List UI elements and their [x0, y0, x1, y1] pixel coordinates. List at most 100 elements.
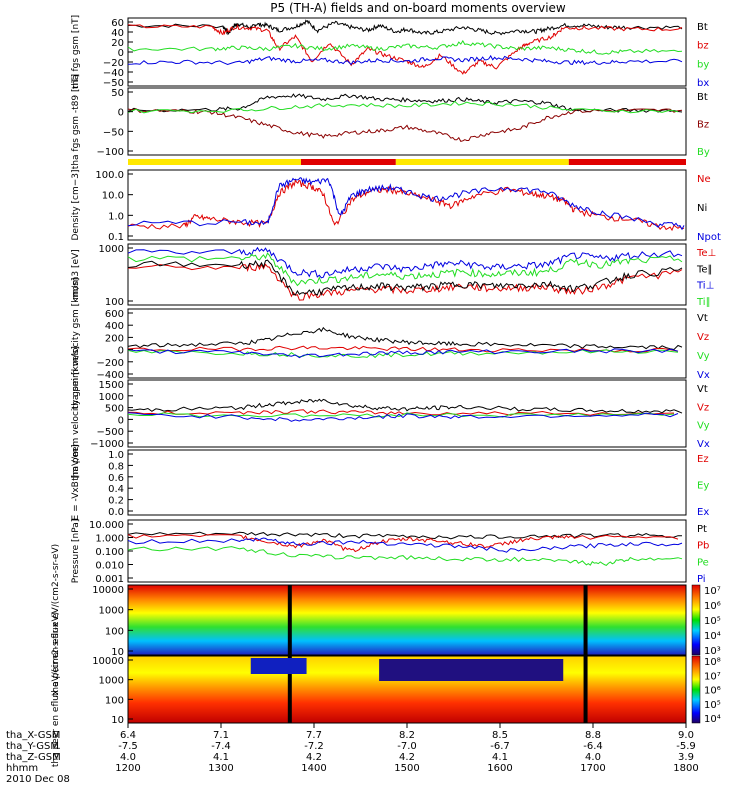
footer-y-value: -5.9	[676, 741, 696, 752]
footer-hhmm-value: 1200	[115, 763, 140, 774]
footer-y-value: -6.7	[490, 741, 510, 752]
panel-1: 50 0 −50 −100 tha fgs gsm -t89 [nT] Bt Bz By	[71, 74, 710, 169]
series-line-by	[127, 39, 683, 55]
y-tick-label: 0.6	[108, 473, 124, 484]
legend-entry: By	[697, 147, 710, 158]
y-tick-label: 1.000	[95, 534, 124, 545]
y-tick-label: 1000	[99, 606, 124, 617]
y-tick-label: 0.0	[108, 507, 124, 518]
footer-x-value: 8.5	[492, 730, 508, 741]
footer-hhmm-value: 1600	[487, 763, 512, 774]
footer-x-value: 7.7	[306, 730, 322, 741]
footer-z-value: 4.0	[120, 752, 136, 763]
series-line-vx	[127, 412, 679, 422]
strip-segment	[568, 159, 686, 165]
legend-entry: Ti⊥	[696, 281, 714, 292]
series-line-pb	[127, 534, 679, 553]
panel-2	[128, 159, 686, 165]
y-axis-label: mom3 [eV]	[71, 249, 81, 299]
legend-entry: Vx	[697, 370, 710, 381]
panel-frame	[127, 17, 687, 87]
legend-entry: Pe	[697, 557, 709, 568]
y-tick-label: 0.4	[108, 484, 124, 495]
footer-z-value: 4.2	[306, 752, 322, 763]
legend-entry: Ti∥	[696, 297, 711, 308]
footer-x-value: 8.8	[585, 730, 601, 741]
series-line-vx	[127, 348, 679, 359]
y-tick-label: 0	[118, 108, 124, 119]
series-line-bx	[127, 54, 683, 66]
y-tick-label: 100	[105, 297, 124, 308]
series-line-pt	[127, 531, 682, 540]
series-line-te	[127, 262, 683, 301]
legend-entry: Te∥	[696, 264, 713, 275]
y-tick-label: 1000	[99, 244, 124, 255]
y-tick-label: 10.000	[89, 520, 124, 531]
spectrogram-ion	[128, 585, 686, 655]
y-axis-label: tha peem velocity gsm [km/s]	[71, 346, 81, 481]
colorbar-tick-label: 10⁴	[704, 631, 721, 642]
legend-entry: Pt	[697, 524, 707, 535]
y-tick-label: 1.0	[108, 211, 124, 222]
y-tick-label: 0	[118, 415, 124, 426]
footer-z-value: 4.0	[585, 752, 601, 763]
series-line-vt	[127, 326, 683, 351]
legend-entry: Bz	[697, 120, 709, 131]
series-line-te	[127, 259, 683, 296]
legend-entry: Vy	[697, 351, 710, 362]
y-tick-label: −400	[97, 370, 124, 381]
legend-entry: Vt	[697, 313, 708, 324]
legend-entry: Bt	[697, 22, 708, 33]
colorbar-tick-label: 10⁷	[704, 671, 721, 682]
legend-entry: Ne	[697, 174, 711, 185]
legend-entry: Pi	[697, 574, 706, 585]
series-line-bz	[127, 23, 683, 75]
panel-frame	[127, 308, 687, 379]
legend-entry: Npot	[697, 232, 721, 243]
legend-entry: Vz	[697, 332, 709, 343]
y-axis-label: Density [cm−3]	[71, 169, 81, 240]
footer-row-label: 2010 Dec 08	[6, 774, 70, 785]
y-tick-label: 1500	[99, 380, 124, 391]
panel-frame	[127, 449, 687, 516]
legend-entry: bz	[697, 41, 709, 52]
colorbar-tick-label: 10⁶	[704, 686, 721, 697]
panel-8: 10.000 1.000 0.100 0.010 0.001 Pressure [nPa]…	[71, 519, 709, 585]
y-tick-label: −1000	[90, 439, 124, 450]
legend-entry: bx	[697, 78, 709, 89]
y-tick-label: 100	[105, 626, 124, 637]
y-tick-label: 400	[105, 321, 124, 332]
legend-entry: Vy	[697, 421, 710, 432]
y-tick-label: −50	[103, 78, 124, 89]
panel-10: 10⁸ 10⁷ 10⁶ 10⁵ 10⁴ 10000 1000 100 10 tha peer en…	[51, 612, 721, 767]
y-tick-label: 0.8	[108, 461, 124, 472]
y-tick-label: 1000	[99, 392, 124, 403]
y-tick-label: 0	[118, 346, 124, 357]
y-tick-label: 100	[105, 695, 124, 706]
y-axis-label: tha peim velocity gsm [km/s]	[71, 278, 81, 410]
y-axis-label: tha fgs gsm -t89 [nT]	[71, 74, 81, 169]
y-tick-label: 1.0	[108, 450, 124, 461]
footer-hhmm-value: 1400	[301, 763, 326, 774]
y-tick-label: 500	[105, 404, 124, 415]
footer-row-label: tha_Y-GSM	[6, 741, 59, 752]
footer-x-value: 6.4	[120, 730, 136, 741]
footer-row-label: tha_Z-GSM	[6, 752, 61, 763]
colorbar-tick-label: 10⁵	[704, 616, 721, 627]
panel-frame	[127, 87, 687, 156]
series-line-pi	[127, 537, 683, 553]
footer-z-value: 4.1	[492, 752, 508, 763]
panel-7: 1.00.80.60.40.20.0 E = -VxB [mV/m] Ez Ey Ex	[71, 445, 709, 521]
colorbar	[691, 655, 701, 724]
footer-y-value: -7.0	[397, 741, 417, 752]
panel-frame	[127, 243, 687, 306]
y-axis-label: tha peer en eflux eV/(cm2-s-sr-eV)	[51, 612, 61, 767]
footer-hhmm-value: 1500	[394, 763, 419, 774]
y-tick-label: −50	[103, 127, 124, 138]
y-tick-label: 10	[111, 647, 124, 658]
figure-title: P5 (TH-A) fields and on-board moments ov…	[270, 1, 566, 15]
y-tick-label: 0.001	[95, 574, 124, 585]
y-axis-label: Pressure [nPa]	[71, 519, 81, 584]
